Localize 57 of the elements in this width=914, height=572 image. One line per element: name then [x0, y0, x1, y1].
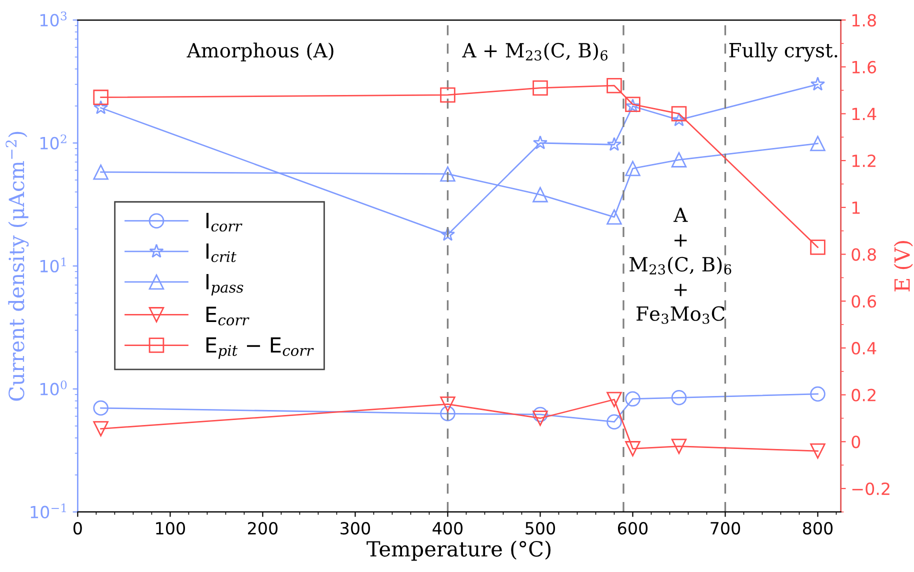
point [625, 160, 640, 176]
y-axis-title: Current density (μAcm$^{−2}$) [6, 132, 29, 401]
point [94, 100, 108, 114]
point [672, 112, 686, 126]
point [606, 414, 622, 430]
y2-tick-label: 1 [852, 202, 860, 214]
legend-label: E$_{pit}$ − E$_{corr}$ [206, 337, 314, 359]
point [93, 400, 108, 416]
y2-tick-label: 0.4 [852, 342, 876, 355]
point [93, 164, 108, 180]
legend-label: E$_{corr}$ [206, 306, 250, 326]
point [606, 136, 622, 151]
point [532, 187, 548, 202]
y2-tick-label: 0.2 [852, 388, 876, 402]
point [440, 406, 456, 422]
x-tick-label: 600 [618, 522, 648, 535]
y-tick-label: 10$^{0}$ [40, 380, 67, 396]
point [671, 390, 687, 406]
point [671, 152, 687, 168]
text: A + M$_{23}$(C, B)$_{6}$ + Fe$_{3}$Mo$_{3}$C [630, 208, 732, 324]
legend-label: I$_{pass}$ [206, 274, 244, 296]
y2-tick-label: 0.8 [852, 248, 876, 261]
y-tick-label: 10$^{2}$ [40, 134, 66, 150]
legend-label: I$_{corr}$ [206, 212, 242, 232]
point [532, 406, 548, 422]
y-tick-label: 10$^{3}$ [40, 12, 67, 26]
point [810, 386, 826, 402]
y2-axis-title: E (V) [894, 241, 913, 292]
y2-tick-label: 0 [852, 436, 860, 448]
annotation: Fully cryst. [729, 42, 838, 62]
annotation: A + M$_{23}$(C, B)$_{6}$ [462, 42, 608, 61]
x-tick-label: 800 [802, 522, 833, 535]
x-tick-label: 300 [340, 522, 370, 535]
y-tick-label: 10$^{1}$ [40, 257, 66, 272]
y2-tick-label: 1.2 [852, 154, 876, 167]
x-axis-title: Temperature (°C) [366, 540, 550, 561]
point [810, 136, 826, 152]
y2-tick-label: −0.2 [852, 482, 890, 496]
x-tick-label: 400 [432, 522, 463, 535]
x-tick-label: 500 [526, 522, 556, 535]
y2-tick-label: 1.6 [852, 60, 876, 74]
annotation: Amorphous (A) [186, 42, 334, 62]
x-tick-label: 100 [156, 522, 185, 535]
x-tick-label: 0 [73, 522, 82, 535]
x-tick-label: 700 [710, 522, 740, 535]
point [625, 391, 640, 407]
x-tick-label: 200 [248, 522, 278, 535]
point [532, 135, 548, 150]
y-tick-label: 10$^{−1}$ [30, 503, 66, 518]
y2-tick-label: 1.4 [852, 108, 876, 120]
point [810, 76, 826, 91]
point [440, 166, 456, 182]
legend-label: I$_{crit}$ [206, 243, 236, 262]
y2-tick-label: 1.8 [852, 14, 876, 27]
point [440, 226, 456, 241]
point [606, 209, 622, 225]
y2-tick-label: 0.6 [852, 295, 876, 308]
